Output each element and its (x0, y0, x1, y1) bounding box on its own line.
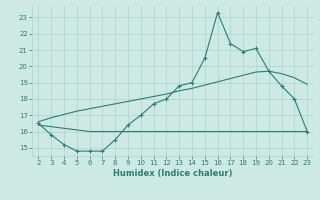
X-axis label: Humidex (Indice chaleur): Humidex (Indice chaleur) (113, 169, 233, 178)
